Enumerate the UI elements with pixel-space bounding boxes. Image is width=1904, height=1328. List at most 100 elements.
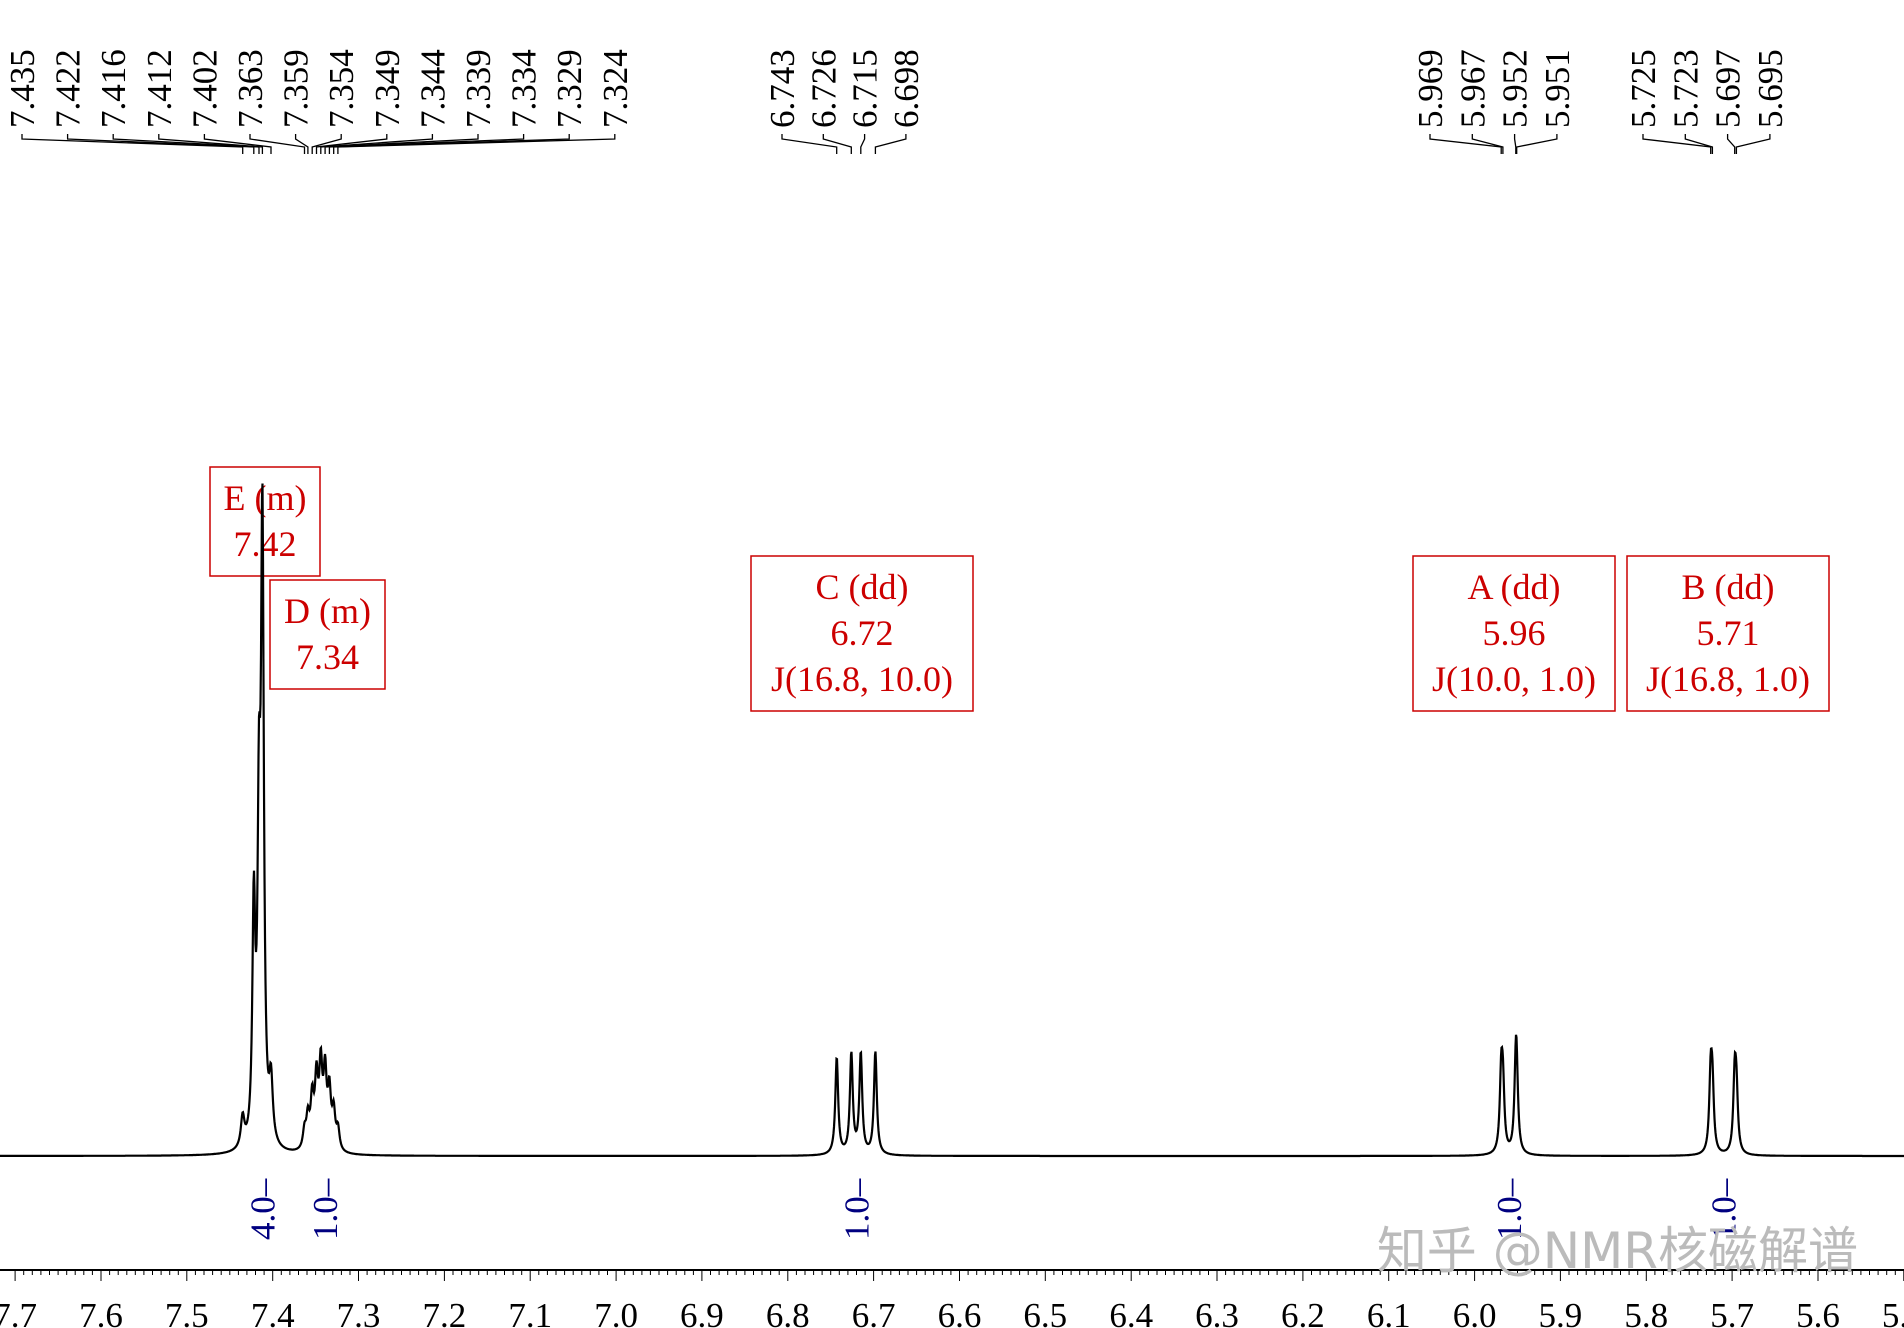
peak-label-leader <box>158 134 264 154</box>
peak-label-leader <box>1471 134 1504 154</box>
peak-label-leader <box>1513 134 1517 154</box>
peak-label-leader <box>249 134 306 154</box>
peak-label-leader <box>112 134 260 154</box>
x-axis-tick-label: 6.1 <box>1367 1296 1411 1328</box>
peak-label: 5.967 <box>1453 49 1492 128</box>
multiplet-label: C (dd) <box>816 567 909 607</box>
peak-label: 6.698 <box>887 49 926 128</box>
x-axis-tick-label: 7.7 <box>0 1296 37 1328</box>
peak-label: 5.723 <box>1666 49 1705 128</box>
multiplet-box <box>1412 555 1616 712</box>
integral-layer: 4.0– 1.0– 1.0– 1.0– 1.0– <box>243 1178 1743 1240</box>
x-axis-tick-label: 6.2 <box>1281 1296 1325 1328</box>
multiplet-label: E (m) <box>224 478 307 518</box>
multiplet-box <box>750 555 974 712</box>
x-axis-tick-label: 5.8 <box>1624 1296 1668 1328</box>
peak-label-leader <box>320 134 434 154</box>
multiplet-label: J(16.8, 1.0) <box>1646 659 1810 699</box>
peak-label: 5.952 <box>1496 49 1535 128</box>
peak-label-leader <box>1726 134 1736 154</box>
peak-label: 7.402 <box>185 49 224 128</box>
x-axis-tick-label: 7.1 <box>508 1296 552 1328</box>
peak-label: 6.743 <box>763 49 802 128</box>
peak-label: 7.416 <box>94 49 133 128</box>
x-axis-tick-label: 6.3 <box>1195 1296 1239 1328</box>
spectrum-line <box>0 483 1904 1158</box>
x-axis-tick-label: 6.7 <box>852 1296 896 1328</box>
peak-label: 5.725 <box>1624 49 1663 128</box>
peak-label-leader <box>311 134 342 154</box>
multiplet-box <box>1626 555 1830 712</box>
peak-label: 5.697 <box>1709 49 1748 128</box>
multiplet-label: D (m) <box>284 591 371 631</box>
peak-label-leader <box>337 134 616 154</box>
peak-label: 7.329 <box>550 49 589 128</box>
peak-label-leader <box>860 134 866 154</box>
watermark-text: 知乎 @NMR核磁解谱 <box>1377 1222 1858 1280</box>
multiplet-label: J(16.8, 10.0) <box>771 659 953 699</box>
peak-label: 5.969 <box>1411 49 1450 128</box>
integral-label: 1.0– <box>838 1178 877 1240</box>
peak-label: 7.422 <box>49 49 88 128</box>
peak-label-leader <box>21 134 244 154</box>
x-axis-tick-label: 6.6 <box>938 1296 982 1328</box>
peak-label: 7.344 <box>413 49 452 128</box>
peak-label: 6.726 <box>804 49 843 128</box>
multiplet-label: 7.42 <box>234 524 297 564</box>
peak-label-layer: 7.435 7.422 7.416 7.412 7.402 7.363 7.359 7.354… <box>3 49 1790 154</box>
peak-label: 7.359 <box>277 49 316 128</box>
multiplet-label: 7.34 <box>296 637 359 677</box>
x-axis-ticks: 7.7 7.6 7.5 7.4 7.3 7.2 7.1 7.0 6.9 6.8 6.7 6.6 6.5 6… <box>0 1270 1904 1328</box>
peak-label-leader <box>203 134 272 154</box>
x-axis-tick-label: 5.9 <box>1539 1296 1583 1328</box>
multiplet-label: A (dd) <box>1468 567 1561 607</box>
peak-label: 7.334 <box>505 49 544 128</box>
peak-label: 5.951 <box>1538 49 1577 128</box>
peak-label-leader <box>324 134 479 154</box>
peak-label: 7.339 <box>459 49 498 128</box>
x-axis-tick-label: 7.6 <box>79 1296 123 1328</box>
x-axis-tick-label: 7.0 <box>594 1296 638 1328</box>
x-axis-tick-label: 6.0 <box>1453 1296 1497 1328</box>
integral-label: 1.0– <box>306 1178 345 1240</box>
multiplet-label: B (dd) <box>1682 567 1775 607</box>
peak-label: 5.695 <box>1751 49 1790 128</box>
peak-label: 7.349 <box>368 49 407 128</box>
x-axis-tick-label: 7.2 <box>423 1296 467 1328</box>
x-axis-tick-label: 5.6 <box>1796 1296 1840 1328</box>
peak-label-leader <box>1429 134 1502 154</box>
peak-label: 6.715 <box>846 49 885 128</box>
integral-label: 1.0– <box>1705 1178 1744 1240</box>
peak-label-leader <box>1684 134 1714 154</box>
multiplet-box <box>209 466 321 577</box>
peak-label-leader <box>328 134 525 154</box>
multiplet-box <box>269 579 386 690</box>
multiplet-annotation-layer: E (m) 7.42 D (m) 7.34 C (dd) 6.72 J(16.8, 10.0… <box>209 466 1830 712</box>
x-axis-tick-label: 6.5 <box>1023 1296 1067 1328</box>
peak-label: 7.435 <box>3 49 42 128</box>
integral-label: 1.0– <box>1490 1178 1529 1240</box>
x-axis-tick-label: 5.5 <box>1882 1296 1904 1328</box>
peak-label-leader <box>333 134 570 154</box>
peak-label-leader <box>1642 134 1712 154</box>
x-axis-tick-label: 7.5 <box>165 1296 209 1328</box>
peak-label: 7.354 <box>322 49 361 128</box>
peak-label-leader <box>294 134 309 154</box>
x-axis-tick-label: 7.3 <box>337 1296 381 1328</box>
peak-label: 7.363 <box>231 49 270 128</box>
peak-label-leader <box>1735 134 1771 154</box>
x-axis-tick-label: 6.9 <box>680 1296 724 1328</box>
peak-label-leader <box>874 134 907 154</box>
peak-label: 7.412 <box>140 49 179 128</box>
x-axis-tick-label: 5.7 <box>1710 1296 1754 1328</box>
multiplet-label: 5.96 <box>1483 613 1546 653</box>
integral-label: 4.0– <box>243 1178 282 1240</box>
peak-label-leader <box>315 134 388 154</box>
peak-label-leader <box>781 134 838 154</box>
multiplet-label: 6.72 <box>831 613 894 653</box>
peak-label: 7.324 <box>596 49 635 128</box>
x-axis-tick-label: 7.4 <box>251 1296 295 1328</box>
peak-label-leader <box>822 134 852 154</box>
peak-label-leader <box>1516 134 1558 154</box>
